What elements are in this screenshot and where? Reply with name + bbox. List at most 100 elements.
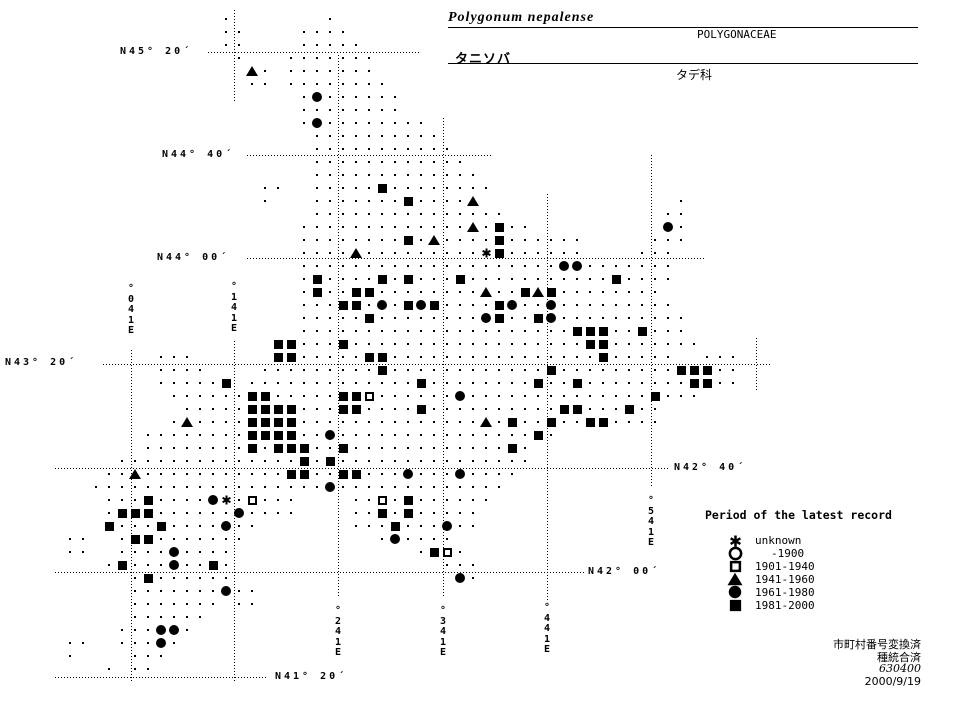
grid-dot [69,538,71,540]
grid-dot [355,434,357,436]
grid-dot [381,109,383,111]
record-filled-circle-symbol [455,573,465,583]
grid-dot [381,538,383,540]
grid-dot [615,304,617,306]
record-filled-square-symbol [286,404,296,414]
grid-dot [433,447,435,449]
grid-dot [355,57,357,59]
grid-dot [199,395,201,397]
grid-dot [251,382,253,384]
record-filled-circle-symbol [481,313,491,323]
grid-dot [186,564,188,566]
grid-dot [628,317,630,319]
grid-dot [134,668,136,670]
grid-dot [316,421,318,423]
record-filled-square-symbol [377,508,387,518]
grid-dot [394,382,396,384]
grid-dot [511,395,513,397]
record-filled-square-symbol [572,326,582,336]
grid-dot [121,499,123,501]
grid-dot [498,278,500,280]
longitude-label: ° 4 4 1 E [543,602,551,655]
grid-dot [355,512,357,514]
record-filled-square-symbol [702,365,712,375]
grid-dot [498,356,500,358]
record-filled-square-symbol [507,417,517,427]
grid-dot [303,304,305,306]
grid-dot [498,382,500,384]
grid-dot [680,213,682,215]
grid-dot [459,174,461,176]
grid-dot [199,447,201,449]
record-filled-circle-symbol [325,482,335,492]
grid-dot [732,369,734,371]
grid-dot [420,161,422,163]
grid-dot [615,330,617,332]
grid-dot [641,278,643,280]
grid-dot [342,265,344,267]
grid-dot [550,343,552,345]
grid-dot [420,473,422,475]
grid-dot [199,434,201,436]
grid-dot [121,629,123,631]
record-filled-square-symbol [494,313,504,323]
record-filled-triangle-symbol [428,235,440,245]
record-filled-square-symbol [494,222,504,232]
grid-dot [394,356,396,358]
grid-dot [394,122,396,124]
grid-dot [329,200,331,202]
grid-dot [433,538,435,540]
grid-dot [186,577,188,579]
grid-dot [576,278,578,280]
grid-dot [537,356,539,358]
dataset-id: 630400 [879,662,921,675]
record-filled-circle-symbol [221,521,231,531]
grid-dot [134,486,136,488]
grid-dot [329,408,331,410]
grid-dot [667,317,669,319]
grid-dot [459,408,461,410]
grid-dot [563,330,565,332]
grid-dot [134,564,136,566]
grid-dot [355,525,357,527]
grid-dot [654,369,656,371]
legend-label-filled-square: 1981-2000 [755,599,815,612]
grid-dot [459,512,461,514]
record-filled-circle-symbol [234,508,244,518]
grid-dot [381,317,383,319]
grid-dot [355,447,357,449]
grid-dot [199,564,201,566]
grid-dot [199,486,201,488]
grid-dot [524,408,526,410]
grid-dot [277,395,279,397]
grid-dot [134,460,136,462]
grid-dot [290,460,292,462]
grid-dot [368,252,370,254]
grid-dot [316,473,318,475]
grid-dot [264,70,266,72]
grid-dot [329,18,331,20]
grid-dot [264,512,266,514]
grid-dot [212,408,214,410]
grid-dot [199,538,201,540]
grid-dot [394,408,396,410]
record-filled-square-symbol [338,391,348,401]
grid-dot [355,486,357,488]
grid-dot [537,395,539,397]
grid-dot [251,590,253,592]
grid-dot [303,109,305,111]
grid-dot [329,369,331,371]
record-filled-square-symbol [364,313,374,323]
grid-dot [524,447,526,449]
grid-dot [264,460,266,462]
legend-label-open-square: 1901-1940 [755,560,815,573]
grid-dot [368,447,370,449]
grid-dot [485,265,487,267]
grid-dot [173,499,175,501]
record-filled-square-symbol [416,378,426,388]
grid-dot [472,174,474,176]
grid-dot [446,486,448,488]
grid-dot [459,187,461,189]
record-filled-circle-symbol [403,469,413,479]
family-name-japanese: タデ科 [676,68,713,82]
